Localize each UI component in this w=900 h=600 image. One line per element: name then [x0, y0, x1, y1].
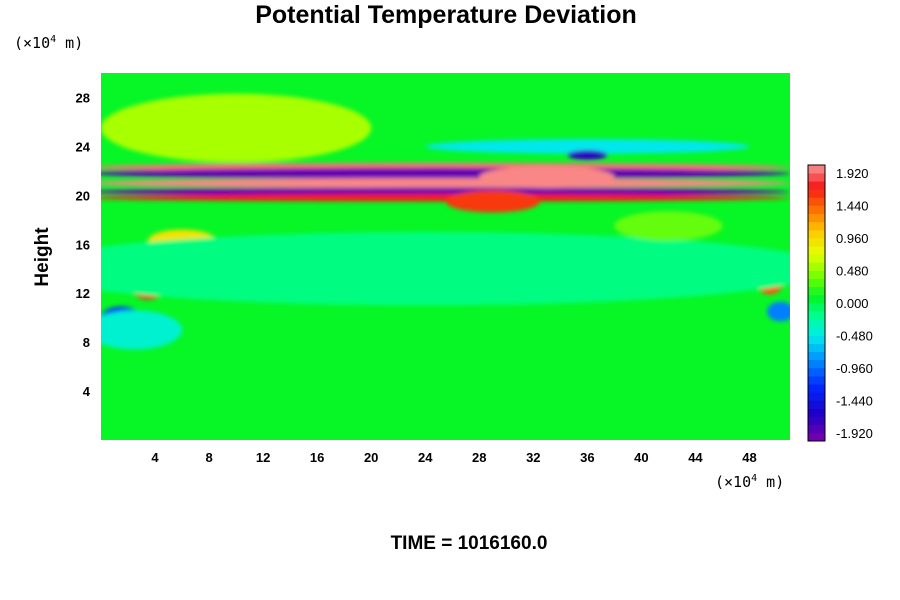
colorbar-swatch	[808, 351, 825, 361]
colorbar-swatch	[808, 294, 825, 304]
x-tick-label: 36	[580, 450, 594, 465]
y-tick-label: 4	[83, 384, 91, 399]
colorbar-swatch	[808, 189, 825, 198]
heatmap-plot-area	[101, 73, 790, 440]
y-axis-ticks: 4 8 12 16 20 24 28	[76, 90, 91, 399]
y-tick-label: 8	[83, 335, 90, 350]
colorbar-swatch	[808, 432, 825, 442]
x-tick-label: 16	[310, 450, 324, 465]
x-tick-label: 44	[688, 450, 703, 465]
colorbar-swatch	[808, 181, 825, 190]
x-tick-label: 40	[634, 450, 648, 465]
y-tick-label: 12	[76, 286, 90, 301]
colorbar-swatch	[808, 367, 825, 377]
heatmap-feature-top-cold-band	[101, 167, 790, 179]
colorbar-swatch	[808, 238, 825, 247]
colorbar-swatch	[808, 221, 825, 231]
colorbar-swatch	[808, 278, 825, 288]
chart-title: Potential Temperature Deviation	[255, 1, 637, 29]
x-tick-label: 12	[256, 450, 270, 465]
x-tick-label: 8	[205, 450, 212, 465]
colorbar-tick-label: 0.960	[836, 231, 869, 246]
colorbar-tick-label: -0.480	[836, 328, 873, 343]
heatmap-feature-lower-warm-band	[101, 194, 790, 202]
x-tick-label: 4	[151, 450, 159, 465]
colorbar-swatch	[808, 197, 825, 206]
colorbar-swatch	[808, 165, 825, 174]
colorbar-swatch	[808, 327, 825, 336]
colorbar-tick-label: 1.440	[836, 199, 869, 214]
colorbar-swatch	[808, 416, 825, 426]
colorbar-swatch	[808, 213, 825, 223]
heatmap-feature-central-red-blob	[445, 190, 541, 213]
colorbar-swatch	[808, 424, 825, 434]
x-tick-label: 24	[418, 450, 433, 465]
colorbar-swatch	[808, 303, 825, 312]
colorbar-swatch	[808, 400, 825, 409]
colorbar-swatch	[808, 343, 825, 353]
y-tick-label: 20	[76, 188, 90, 203]
colorbar-swatch	[808, 319, 825, 328]
colorbar-swatch	[808, 408, 825, 417]
colorbar-swatch	[808, 392, 825, 401]
x-axis-ticks: 4 8 12 16 20 24 28 32 36 40 44 48	[151, 450, 756, 465]
colorbar-tick-label: -1.920	[836, 426, 873, 441]
colorbar-swatch	[808, 246, 825, 255]
x-tick-label: 48	[742, 450, 756, 465]
colorbar-swatch	[808, 173, 825, 182]
colorbar-swatch	[808, 270, 825, 279]
colorbar-swatch	[808, 335, 825, 344]
colorbar-tick-label: 1.920	[836, 166, 869, 181]
time-label: TIME = 1016160.0	[391, 533, 548, 554]
x-tick-label: 32	[526, 450, 540, 465]
colorbar-tick-label: 0.000	[836, 296, 869, 311]
y-axis-unit: (×104 m)	[14, 34, 83, 52]
y-tick-label: 16	[76, 237, 90, 252]
heatmap-feature-cool-patch-50	[767, 301, 790, 322]
colorbar-tick-label: -0.960	[836, 361, 873, 376]
colorbar-swatch	[808, 376, 825, 385]
colorbar-border	[807, 164, 826, 442]
colorbar	[807, 164, 826, 442]
heatmap-feature-cool-patch-left	[101, 310, 183, 350]
y-tick-label: 28	[76, 90, 90, 105]
y-tick-label: 24	[76, 139, 91, 154]
colorbar-swatch	[808, 229, 825, 239]
y-axis-label: Height	[32, 227, 53, 287]
colorbar-swatch	[808, 254, 825, 263]
colorbar-swatch	[808, 205, 825, 215]
colorbar-tick-label: -1.440	[836, 393, 873, 408]
colorbar-tick-label: 0.480	[836, 264, 869, 279]
heatmap-feature-middle-warm-band	[101, 178, 790, 188]
heatmap-feature-yellow-patch-right	[614, 211, 723, 241]
colorbar-swatch	[808, 359, 825, 369]
heatmap-feature-upper-yellow-arc	[101, 93, 372, 163]
colorbar-swatch	[808, 384, 825, 393]
heatmap-feature-central-warm-blob	[479, 165, 615, 188]
x-tick-label: 28	[472, 450, 486, 465]
heatmap-feature-lower-cold-band	[101, 187, 790, 196]
heatmap-feature-cold-patch-36	[567, 150, 608, 160]
colorbar-swatch	[808, 311, 825, 320]
colorbar-swatch	[808, 262, 825, 271]
colorbar-ticks: 1.920 1.440 0.960 0.480 0.000 -0.480 -0.960 -1.…	[836, 166, 873, 441]
x-axis-unit: (×104 m)	[715, 473, 784, 491]
heatmap-feature-upper-cyan-band	[425, 139, 750, 154]
colorbar-swatch	[808, 286, 825, 296]
x-tick-label: 20	[364, 450, 378, 465]
heatmap-feature-cool-wash-mid	[101, 232, 790, 306]
